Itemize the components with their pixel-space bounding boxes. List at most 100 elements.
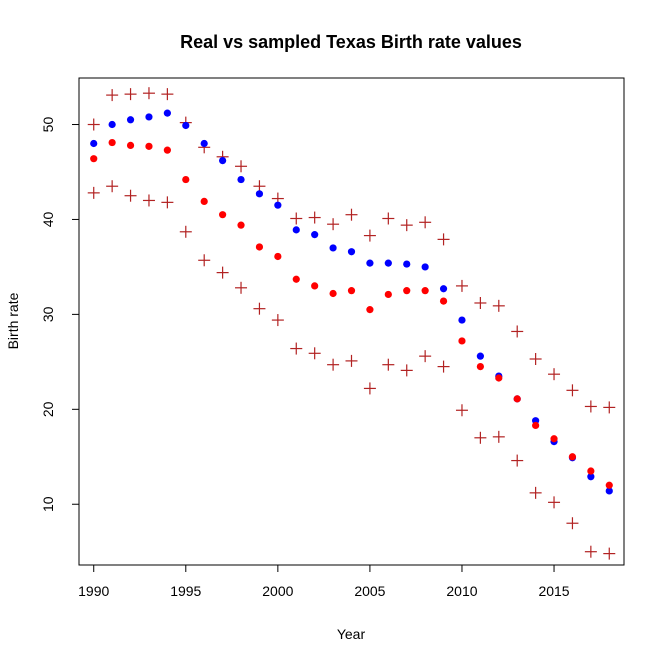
real-value-point (182, 121, 190, 130)
sampled-value-point (219, 211, 227, 219)
data-points (87, 87, 616, 560)
x-tick-label: 1990 (78, 583, 109, 599)
real-value-point (292, 226, 300, 234)
sampled-value-point (605, 481, 613, 489)
real-value-point (219, 156, 227, 165)
real-value-point (108, 120, 116, 129)
sampled-value-point (108, 138, 116, 147)
plus-marker (161, 88, 174, 101)
sampled-value-point (568, 453, 577, 461)
real-value-point (200, 139, 208, 148)
real-value-point (347, 248, 356, 256)
sampled-value-point (587, 467, 595, 475)
plus-marker (345, 208, 358, 221)
y-tick-label: 10 (40, 496, 56, 512)
plus-marker (235, 160, 248, 173)
sampled-value-point (495, 374, 503, 382)
real-value-point (274, 201, 282, 209)
y-tick-label: 20 (40, 401, 56, 417)
plus-marker (142, 194, 155, 207)
sampled-value-point (439, 297, 448, 305)
plus-marker (566, 384, 579, 397)
sampled-value-point (329, 289, 337, 298)
y-axis-label: Birth rate (5, 292, 21, 349)
plot-frame (78, 77, 625, 566)
sampled-value-point (421, 287, 429, 295)
plus-marker (437, 360, 450, 373)
plus-marker (290, 342, 303, 355)
plus-marker (308, 347, 321, 360)
plus-marker (327, 218, 340, 231)
plus-marker (492, 430, 505, 443)
sampled-value-point (90, 155, 98, 163)
plus-marker (327, 358, 340, 371)
plus-marker (308, 211, 321, 224)
real-value-point (311, 231, 319, 239)
plus-marker (529, 352, 542, 365)
plus-marker (290, 212, 303, 225)
plus-marker (529, 486, 542, 499)
x-tick-label: 2010 (446, 583, 477, 599)
sampled-value-point (182, 175, 190, 184)
plus-marker (455, 404, 468, 417)
sampled-value-point (200, 197, 208, 206)
real-value-point (476, 352, 484, 360)
sampled-value-point (292, 275, 300, 283)
sampled-value-point (403, 287, 411, 295)
plus-marker (419, 216, 432, 229)
real-value-point (403, 260, 411, 268)
sampled-value-point (237, 221, 245, 229)
sampled-value-point (476, 362, 484, 371)
plus-marker (345, 354, 358, 367)
sampled-value-point (145, 142, 153, 150)
plus-marker (511, 325, 524, 338)
plus-marker (216, 266, 229, 279)
real-value-point (605, 487, 613, 495)
chart-title: Real vs sampled Texas Birth rate values (180, 32, 522, 52)
y-tick-label: 50 (40, 117, 56, 133)
sampled-value-point (550, 435, 558, 443)
real-value-point (458, 316, 466, 324)
plus-marker (603, 547, 616, 560)
sampled-value-point (366, 306, 374, 314)
plus-marker (235, 281, 248, 294)
plus-marker (419, 350, 432, 363)
plus-marker (106, 89, 119, 102)
y-axis: 10 20 30 40 50 (40, 117, 80, 512)
plus-marker (492, 299, 505, 312)
plus-marker (87, 186, 100, 199)
plus-marker (511, 454, 524, 467)
plus-marker (584, 545, 597, 558)
real-value-point (145, 113, 153, 121)
plus-marker (124, 88, 137, 101)
real-value-point (366, 259, 374, 267)
plus-marker (142, 87, 155, 100)
plus-marker (363, 382, 376, 395)
sampled-value-point (255, 243, 264, 251)
plus-marker (566, 517, 579, 530)
sampled-value-point (274, 252, 282, 261)
plus-marker (548, 496, 561, 509)
real-value-point (126, 116, 135, 124)
plus-marker (400, 219, 413, 232)
y-tick-label: 40 (40, 211, 56, 227)
plus-marker (455, 279, 468, 292)
real-value-point (329, 244, 337, 252)
plus-marker (179, 225, 192, 238)
plus-marker (603, 401, 616, 414)
sampled-value-point (126, 141, 135, 150)
plus-marker (106, 180, 119, 193)
plus-marker (271, 314, 284, 327)
x-axis: 1990 1995 2000 2005 2010 2015 (78, 564, 570, 599)
plus-marker (474, 431, 487, 444)
real-value-point (587, 473, 595, 481)
real-value-point (439, 285, 448, 293)
plus-marker (87, 118, 100, 131)
x-tick-label: 2000 (262, 583, 293, 599)
plus-marker (161, 196, 174, 209)
plus-marker (474, 296, 487, 309)
plus-marker (198, 254, 211, 267)
x-tick-label: 2005 (354, 583, 385, 599)
